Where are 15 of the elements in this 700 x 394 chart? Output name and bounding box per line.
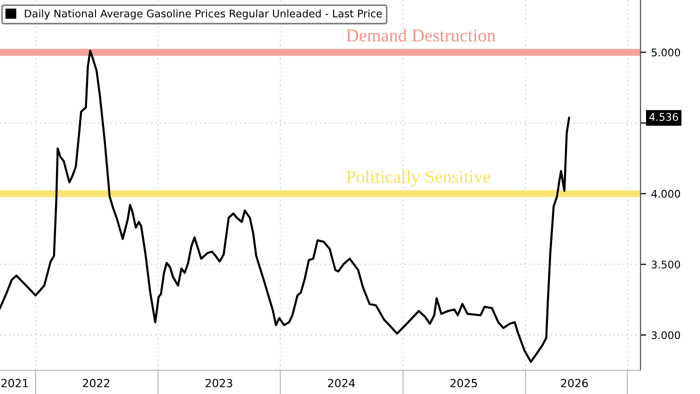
x-tick-label: 2023: [206, 378, 232, 388]
legend-label: Daily National Average Gasoline Prices Regular Unleaded - Last Price: [24, 9, 382, 20]
y-tick-label: 4.000: [651, 190, 680, 198]
ref-line-label: Demand Destruction: [346, 28, 496, 42]
text: 4.536: [649, 113, 678, 121]
x-tick-label: 2025: [450, 378, 477, 388]
y-tick-label: 5.000: [652, 48, 680, 56]
x-tick-label: 2021: [1, 378, 28, 388]
line-series: [0, 50, 570, 363]
y-tick-label: 3.000: [652, 331, 680, 340]
x-tick-label: 2024: [328, 378, 355, 388]
ref-line-label: Politically Sensitive: [346, 170, 490, 187]
y-tick-label: 3.500: [652, 260, 680, 268]
x-tick-label: 2026: [561, 378, 588, 388]
x-tick-label: 2022: [82, 378, 110, 388]
